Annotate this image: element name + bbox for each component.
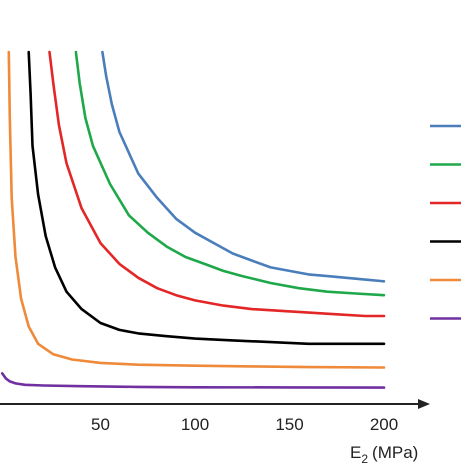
x-axis-arrowhead	[418, 399, 430, 409]
x-axis-title: E2 (MPa)	[350, 443, 418, 466]
legend	[430, 124, 461, 320]
x-tick-label: 100	[181, 415, 209, 434]
x-axis-title-unit: (MPa)	[372, 443, 418, 462]
series-line-4	[27, 50, 386, 346]
series-line-2	[74, 50, 386, 297]
series-line-3	[48, 50, 386, 318]
series-line-5	[7, 50, 386, 369]
x-tick-label: 200	[370, 415, 398, 434]
x-axis-ticks: 50 100 150 200	[91, 415, 398, 434]
series-lines	[0, 50, 386, 389]
x-tick-label: 50	[91, 415, 110, 434]
series-line-1	[101, 50, 386, 283]
x-tick-label: 150	[275, 415, 303, 434]
x-axis-title-main: E	[350, 443, 361, 462]
x-axis-title-subscript: 2	[361, 452, 368, 466]
series-line-6	[0, 372, 386, 389]
